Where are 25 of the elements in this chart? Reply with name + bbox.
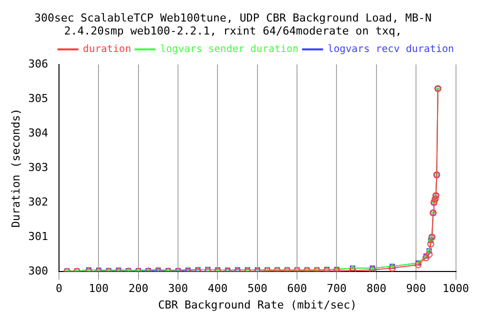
- y-tick-label: 305: [28, 92, 48, 105]
- x-tick-label: 600: [287, 282, 308, 296]
- y-axis-title: Duration (seconds): [9, 108, 22, 228]
- x-tick-label: 200: [128, 282, 148, 296]
- x-tick-label: 400: [208, 282, 228, 296]
- x-tick-label: 300: [168, 282, 188, 296]
- x-tick-label: 900: [406, 282, 426, 296]
- legend-label: duration: [82, 44, 132, 55]
- legend-label: logvars recv duration: [328, 44, 454, 55]
- y-tick-label: 304: [28, 126, 48, 140]
- legend-label: logvars sender duration: [160, 44, 299, 55]
- y-tick-label: 300: [28, 264, 48, 278]
- y-tick-label: 303: [28, 160, 48, 174]
- chart-title: 300sec ScalableTCP Web100tune, UDP CBR Background Load, MB-N: [34, 11, 432, 24]
- y-tick-label: 301: [28, 230, 48, 243]
- x-tick-label: 1000: [442, 282, 470, 296]
- x-tick-label: 100: [88, 282, 109, 296]
- y-tick-label: 306: [28, 57, 48, 70]
- y-tick-label: 302: [28, 195, 48, 208]
- chart-subtitle: 2.4.20smp web100-2.2.1, rxint 64/64moderate on txq,: [64, 24, 402, 38]
- x-tick-label: 800: [366, 282, 386, 296]
- x-tick-label: 500: [247, 282, 268, 296]
- x-axis-title: CBR Background Rate (mbit/sec): [158, 298, 357, 312]
- x-tick-label: 0: [56, 282, 62, 296]
- x-tick-label: 700: [326, 282, 347, 296]
